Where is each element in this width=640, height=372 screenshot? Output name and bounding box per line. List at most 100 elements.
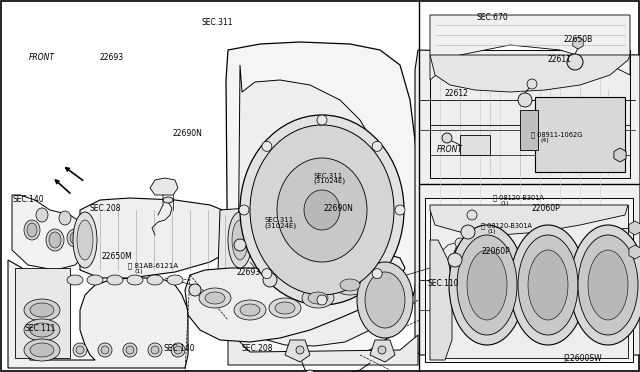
Text: 22060P: 22060P [531,204,560,213]
Polygon shape [430,55,630,92]
Ellipse shape [36,208,48,222]
Ellipse shape [199,288,231,308]
Polygon shape [370,340,395,362]
Ellipse shape [317,115,327,125]
Ellipse shape [467,210,477,220]
Text: 22650B: 22650B [563,35,593,44]
Polygon shape [629,221,640,235]
Polygon shape [430,15,630,80]
Ellipse shape [24,220,40,240]
Text: SEC.311: SEC.311 [264,217,294,223]
Text: SEC.311: SEC.311 [202,18,233,27]
Ellipse shape [308,292,328,304]
Ellipse shape [46,229,64,251]
Ellipse shape [24,339,60,361]
Polygon shape [285,340,310,362]
Ellipse shape [167,275,183,285]
Ellipse shape [269,298,301,318]
Text: Ⓑ 81AB-6121A: Ⓑ 81AB-6121A [128,263,178,269]
Text: (4): (4) [541,138,550,143]
Bar [15,268,70,358]
Polygon shape [425,198,633,362]
Ellipse shape [372,141,382,151]
Ellipse shape [232,220,248,260]
Ellipse shape [277,158,367,262]
Bar [540,210,615,320]
Text: 22650M: 22650M [101,252,132,261]
Ellipse shape [205,292,225,304]
Text: 22690N: 22690N [323,204,353,213]
Ellipse shape [395,205,405,215]
Polygon shape [226,42,418,363]
Polygon shape [573,37,583,49]
Text: SEC.208: SEC.208 [242,344,273,353]
Text: Ⓝ 08911-1062G: Ⓝ 08911-1062G [531,131,582,138]
Bar [535,97,625,172]
Ellipse shape [578,235,638,335]
Ellipse shape [357,262,413,338]
Ellipse shape [334,275,366,295]
Ellipse shape [163,197,173,203]
Ellipse shape [570,225,640,345]
Bar [520,110,538,150]
Ellipse shape [234,300,266,320]
Ellipse shape [449,225,525,345]
Text: 22690N: 22690N [173,129,203,138]
Polygon shape [430,205,628,358]
Ellipse shape [30,303,54,317]
Ellipse shape [24,319,60,341]
Ellipse shape [275,302,295,314]
Text: J22600SW: J22600SW [563,355,602,363]
Ellipse shape [101,346,109,354]
Ellipse shape [559,250,599,290]
Ellipse shape [528,250,568,320]
Ellipse shape [107,275,123,285]
Text: (31024E): (31024E) [314,178,346,185]
Text: SEC.140: SEC.140 [13,195,44,203]
Text: 22060P: 22060P [481,247,510,256]
Ellipse shape [510,225,586,345]
Ellipse shape [147,275,163,285]
Ellipse shape [340,279,360,291]
Ellipse shape [467,250,507,320]
Ellipse shape [365,272,405,328]
Ellipse shape [567,54,583,70]
Text: (1): (1) [500,201,509,206]
Ellipse shape [127,275,143,285]
Polygon shape [218,208,265,275]
Ellipse shape [171,343,185,357]
Ellipse shape [239,205,249,215]
Ellipse shape [263,273,277,287]
Polygon shape [8,260,188,368]
Bar [460,135,490,155]
Bar [548,215,610,315]
Ellipse shape [372,269,382,279]
Polygon shape [150,178,178,195]
Polygon shape [629,245,640,259]
Polygon shape [430,240,452,360]
Ellipse shape [123,343,137,357]
Polygon shape [228,330,418,365]
Ellipse shape [262,141,272,151]
Text: (31024E): (31024E) [264,222,296,229]
Ellipse shape [234,239,246,251]
Ellipse shape [457,235,517,335]
Text: (1): (1) [134,269,143,274]
Polygon shape [80,198,240,278]
Ellipse shape [67,229,83,247]
Text: SEC.111: SEC.111 [24,324,56,333]
Ellipse shape [527,79,537,89]
Ellipse shape [77,220,93,260]
Ellipse shape [588,250,628,320]
Ellipse shape [518,235,578,335]
Ellipse shape [73,212,97,268]
Ellipse shape [250,125,394,295]
Ellipse shape [59,211,71,225]
Ellipse shape [148,343,162,357]
Text: SEC.670: SEC.670 [477,13,509,22]
Polygon shape [12,195,90,270]
Text: SEC.311: SEC.311 [314,173,343,179]
Polygon shape [430,50,630,178]
Text: 22611: 22611 [547,55,571,64]
Text: Ⓑ 08120-B301A: Ⓑ 08120-B301A [493,195,543,201]
